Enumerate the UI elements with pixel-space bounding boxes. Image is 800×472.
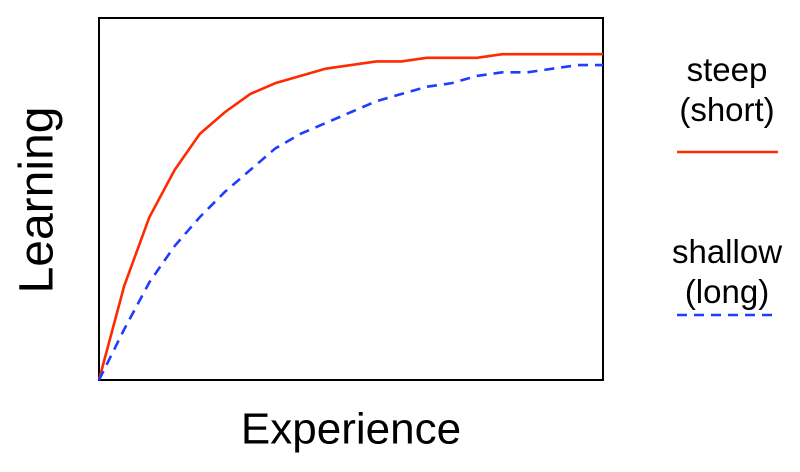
- plot-frame: [98, 17, 604, 381]
- x-axis-label: Experience: [241, 405, 461, 454]
- series-line: [97, 52, 603, 381]
- y-axis-label: Learning: [11, 107, 64, 294]
- series-line: [97, 63, 603, 381]
- legend-label: steep (short): [679, 51, 775, 128]
- legend-label: shallow (long): [671, 233, 783, 310]
